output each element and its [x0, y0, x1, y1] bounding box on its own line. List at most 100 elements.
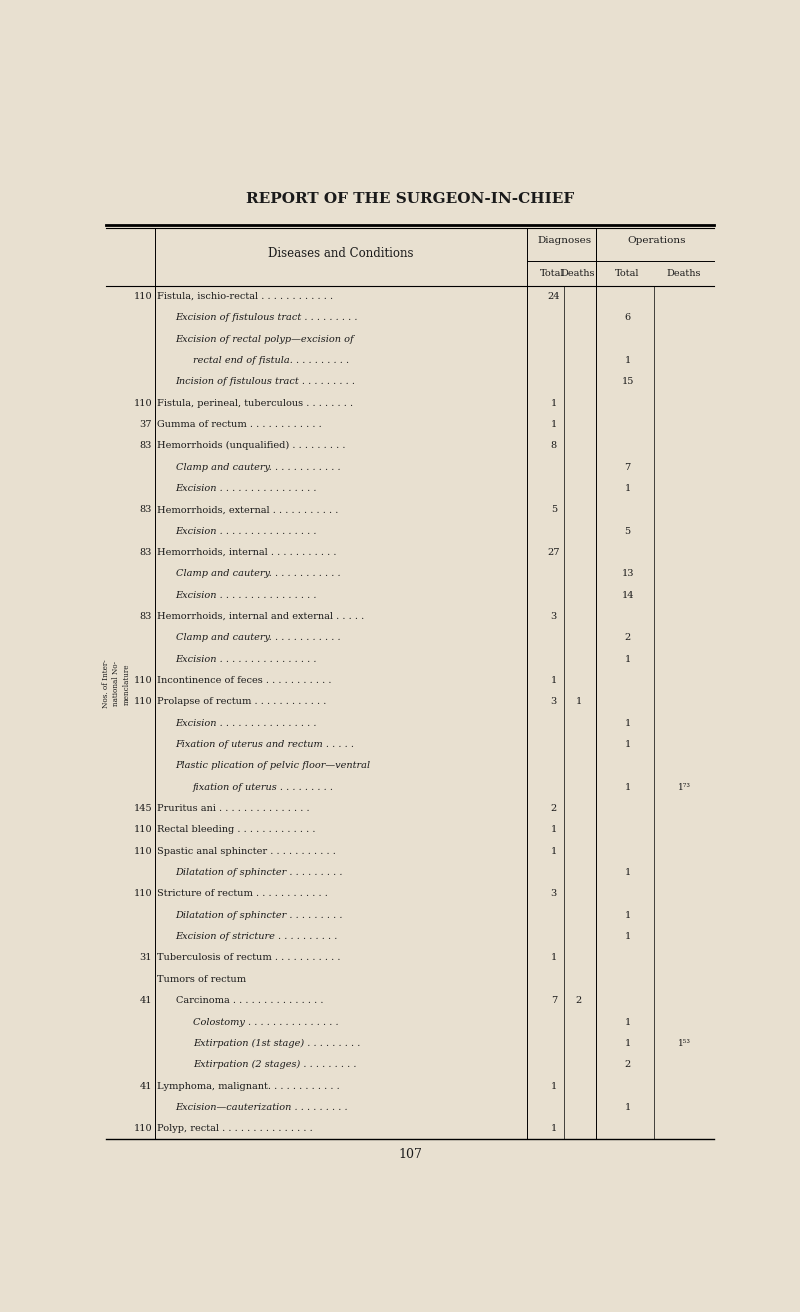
Text: Deaths: Deaths [561, 269, 595, 278]
Text: Excision of rectal polyp—excision of: Excision of rectal polyp—excision of [176, 335, 354, 344]
Text: Tuberculosis of rectum . . . . . . . . . . .: Tuberculosis of rectum . . . . . . . . .… [157, 954, 341, 963]
Text: 110: 110 [134, 399, 152, 408]
Text: Gumma of rectum . . . . . . . . . . . .: Gumma of rectum . . . . . . . . . . . . [157, 420, 322, 429]
Text: 110: 110 [134, 825, 152, 834]
Text: Polyp, rectal . . . . . . . . . . . . . . .: Polyp, rectal . . . . . . . . . . . . . … [157, 1124, 313, 1134]
Text: 3: 3 [550, 698, 557, 706]
Text: 8: 8 [550, 441, 557, 450]
Text: 7: 7 [550, 996, 557, 1005]
Text: 1: 1 [625, 484, 630, 493]
Text: Total: Total [614, 269, 639, 278]
Text: Hemorrhoids, internal . . . . . . . . . . .: Hemorrhoids, internal . . . . . . . . . … [157, 548, 337, 558]
Text: 110: 110 [134, 291, 152, 300]
Text: 5: 5 [550, 505, 557, 514]
Text: 14: 14 [622, 590, 634, 600]
Text: 5: 5 [625, 526, 630, 535]
Text: 110: 110 [134, 1124, 152, 1134]
Text: Fistula, perineal, tuberculous . . . . . . . .: Fistula, perineal, tuberculous . . . . .… [157, 399, 353, 408]
Text: 1: 1 [625, 869, 630, 878]
Text: 27: 27 [547, 548, 560, 558]
Text: 2: 2 [625, 1060, 630, 1069]
Text: 110: 110 [134, 890, 152, 899]
Text: Extirpation (1st stage) . . . . . . . . .: Extirpation (1st stage) . . . . . . . . … [193, 1039, 360, 1048]
Text: 83: 83 [140, 611, 152, 621]
Text: 1: 1 [550, 399, 557, 408]
Text: 1: 1 [625, 1039, 630, 1048]
Text: Clamp and cautery. . . . . . . . . . . .: Clamp and cautery. . . . . . . . . . . . [176, 634, 340, 643]
Text: Dilatation of sphincter . . . . . . . . .: Dilatation of sphincter . . . . . . . . … [176, 869, 343, 878]
Text: 1: 1 [625, 356, 630, 365]
Text: 3: 3 [550, 890, 557, 899]
Text: 1: 1 [550, 676, 557, 685]
Text: 1: 1 [575, 698, 582, 706]
Text: Extirpation (2 stages) . . . . . . . . .: Extirpation (2 stages) . . . . . . . . . [193, 1060, 357, 1069]
Text: Operations: Operations [627, 236, 686, 245]
Text: 1⁷³: 1⁷³ [678, 783, 691, 791]
Text: Tumors of rectum: Tumors of rectum [157, 975, 246, 984]
Text: Clamp and cautery. . . . . . . . . . . .: Clamp and cautery. . . . . . . . . . . . [176, 463, 340, 471]
Text: Total: Total [540, 269, 564, 278]
Text: Diagnoses: Diagnoses [538, 236, 592, 245]
Text: Stricture of rectum . . . . . . . . . . . .: Stricture of rectum . . . . . . . . . . … [157, 890, 328, 899]
Text: 110: 110 [134, 846, 152, 855]
Text: 1: 1 [550, 825, 557, 834]
Text: Nos. of Inter-
national No-
menclature: Nos. of Inter- national No- menclature [102, 660, 130, 708]
Text: 37: 37 [139, 420, 152, 429]
Text: 2: 2 [575, 996, 582, 1005]
Text: 1: 1 [625, 783, 630, 791]
Text: 7: 7 [625, 463, 630, 471]
Text: Excision of stricture . . . . . . . . . .: Excision of stricture . . . . . . . . . … [176, 932, 338, 941]
Text: 83: 83 [140, 548, 152, 558]
Text: Excision . . . . . . . . . . . . . . . .: Excision . . . . . . . . . . . . . . . . [176, 655, 317, 664]
Text: Excision . . . . . . . . . . . . . . . .: Excision . . . . . . . . . . . . . . . . [176, 590, 317, 600]
Text: 110: 110 [134, 676, 152, 685]
Text: 24: 24 [547, 291, 560, 300]
Text: 1: 1 [625, 740, 630, 749]
Text: Prolapse of rectum . . . . . . . . . . . .: Prolapse of rectum . . . . . . . . . . .… [157, 698, 326, 706]
Text: Incision of fistulous tract . . . . . . . . .: Incision of fistulous tract . . . . . . … [176, 378, 356, 386]
Text: Fistula, ischio-rectal . . . . . . . . . . . .: Fistula, ischio-rectal . . . . . . . . .… [157, 291, 333, 300]
Text: 1: 1 [625, 911, 630, 920]
Text: 1: 1 [625, 1103, 630, 1111]
Text: 83: 83 [140, 505, 152, 514]
Text: 107: 107 [398, 1148, 422, 1161]
Text: 15: 15 [622, 378, 634, 386]
Text: 1⁵³: 1⁵³ [678, 1039, 691, 1048]
Text: 41: 41 [139, 1081, 152, 1090]
Text: Hemorrhoids, internal and external . . . . .: Hemorrhoids, internal and external . . .… [157, 611, 364, 621]
Text: Excision of fistulous tract . . . . . . . . .: Excision of fistulous tract . . . . . . … [176, 314, 358, 323]
Text: Excision . . . . . . . . . . . . . . . .: Excision . . . . . . . . . . . . . . . . [176, 484, 317, 493]
Text: Fixation of uterus and rectum . . . . .: Fixation of uterus and rectum . . . . . [176, 740, 354, 749]
Text: Lymphoma, malignant. . . . . . . . . . . .: Lymphoma, malignant. . . . . . . . . . .… [157, 1081, 340, 1090]
Text: Clamp and cautery. . . . . . . . . . . .: Clamp and cautery. . . . . . . . . . . . [176, 569, 340, 579]
Text: 1: 1 [550, 1081, 557, 1090]
Text: Hemorrhoids (unqualified) . . . . . . . . .: Hemorrhoids (unqualified) . . . . . . . … [157, 441, 346, 450]
Text: 6: 6 [625, 314, 630, 323]
Text: 1: 1 [550, 1124, 557, 1134]
Text: 83: 83 [140, 441, 152, 450]
Text: 13: 13 [622, 569, 634, 579]
Text: 31: 31 [139, 954, 152, 963]
Text: Excision . . . . . . . . . . . . . . . .: Excision . . . . . . . . . . . . . . . . [176, 719, 317, 728]
Text: Carcinoma . . . . . . . . . . . . . . .: Carcinoma . . . . . . . . . . . . . . . [176, 996, 323, 1005]
Text: 1: 1 [550, 954, 557, 963]
Text: Plastic plication of pelvic floor—ventral: Plastic plication of pelvic floor—ventra… [176, 761, 370, 770]
Text: 110: 110 [134, 698, 152, 706]
Text: 3: 3 [550, 611, 557, 621]
Text: 2: 2 [550, 804, 557, 813]
Text: 2: 2 [625, 634, 630, 643]
Text: Excision—cauterization . . . . . . . . .: Excision—cauterization . . . . . . . . . [176, 1103, 348, 1111]
Text: Dilatation of sphincter . . . . . . . . .: Dilatation of sphincter . . . . . . . . … [176, 911, 343, 920]
Text: rectal end of fistula. . . . . . . . . .: rectal end of fistula. . . . . . . . . . [193, 356, 349, 365]
Text: 41: 41 [139, 996, 152, 1005]
Text: Excision . . . . . . . . . . . . . . . .: Excision . . . . . . . . . . . . . . . . [176, 526, 317, 535]
Text: Deaths: Deaths [666, 269, 702, 278]
Text: 1: 1 [625, 1018, 630, 1026]
Text: Incontinence of feces . . . . . . . . . . .: Incontinence of feces . . . . . . . . . … [157, 676, 331, 685]
Text: 1: 1 [625, 719, 630, 728]
Text: Hemorrhoids, external . . . . . . . . . . .: Hemorrhoids, external . . . . . . . . . … [157, 505, 338, 514]
Text: Rectal bleeding . . . . . . . . . . . . .: Rectal bleeding . . . . . . . . . . . . … [157, 825, 315, 834]
Text: REPORT OF THE SURGEON-IN-CHIEF: REPORT OF THE SURGEON-IN-CHIEF [246, 192, 574, 206]
Text: fixation of uterus . . . . . . . . .: fixation of uterus . . . . . . . . . [193, 783, 334, 791]
Text: 145: 145 [134, 804, 152, 813]
